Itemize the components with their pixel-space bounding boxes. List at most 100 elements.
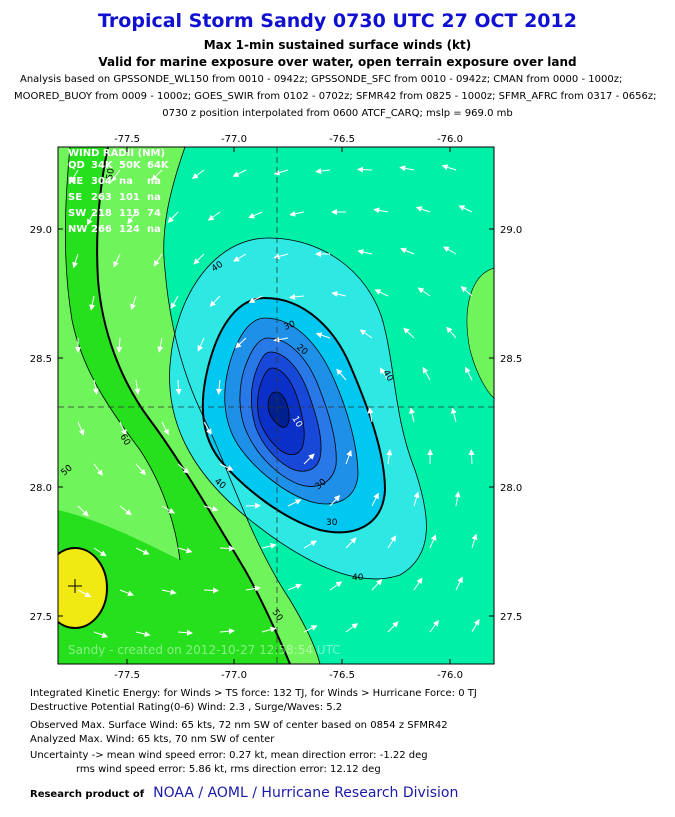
wind-vector-arrow	[443, 246, 457, 255]
wind-vector-arrow	[219, 463, 234, 471]
lat-tick-left: 28.0	[30, 483, 52, 494]
wind-vector-arrow	[161, 505, 175, 514]
credit-label: Research product of	[30, 789, 145, 800]
contour-label: 30	[283, 319, 297, 332]
chart-subtitle: Max 1-min sustained surface winds (kt)	[203, 38, 472, 52]
wind-vector-arrow	[207, 211, 221, 221]
lon-tick-bottom: -76.5	[329, 670, 355, 681]
lat-tick-right: 27.5	[500, 612, 522, 623]
wind-vector-arrow	[303, 453, 315, 465]
wind-vector-arrow	[248, 211, 263, 219]
wind-vector-arrow	[191, 169, 205, 179]
wind-vector-arrow	[167, 211, 179, 223]
wind-vector-arrow	[261, 543, 277, 549]
credit-line: Research product of NOAA / AOML / Hurric…	[30, 782, 458, 801]
wind-vector-arrow	[177, 547, 193, 554]
wind-vector-arrow	[409, 407, 415, 423]
wind-vector-arrow	[93, 547, 107, 557]
wind-vector-arrow	[153, 253, 163, 267]
wind-vector-arrow	[273, 169, 289, 176]
axis-tick-labels: -77.5 -77.0 -76.5 -76.0 -77.5 -77.0 -76.…	[30, 134, 523, 681]
rms-error-text: rms wind speed error: 5.86 kt, rms direc…	[76, 764, 381, 775]
lat-tick-left: 28.5	[30, 354, 52, 365]
lon-tick-bottom: -77.5	[114, 670, 140, 681]
wind-vector-arrow	[446, 326, 457, 339]
wind-vector-arrow	[465, 366, 473, 381]
wind-radii-cell: 266	[91, 224, 112, 235]
wind-radii-cell: na	[147, 176, 161, 187]
wind-vector-arrow	[87, 211, 95, 226]
wind-vector-arrow	[157, 337, 164, 353]
wind-vector-arrow	[413, 491, 420, 507]
wind-vector-arrow	[287, 583, 302, 591]
wind-radii-title: WIND RADII (NM)	[68, 148, 165, 159]
wind-vector-arrow	[331, 291, 347, 297]
wind-radii-cell: 304	[91, 176, 112, 187]
wind-vector-arrow	[468, 449, 475, 465]
wind-vector-arrow	[415, 206, 431, 213]
zone-60kt-west	[58, 147, 290, 664]
wind-vector-arrow	[422, 366, 431, 381]
wind-vector-arrow	[161, 421, 169, 436]
wind-radii-cell: NE	[68, 176, 83, 187]
wind-vector-arrow	[77, 505, 89, 517]
wind-vector-arrow	[135, 547, 150, 555]
wind-vector-arrow	[161, 589, 177, 595]
wind-vector-arrow	[92, 379, 99, 395]
analysis-sources-line-2: MOORED_BUOY from 0009 - 1000z; GOES_SWIR…	[14, 91, 657, 102]
wind-vector-arrow	[130, 295, 137, 311]
wind-vector-arrow	[93, 463, 103, 477]
uncertainty-text: Uncertainty -> mean wind speed error: 0.…	[30, 750, 428, 761]
wind-radii-cell: 218	[91, 208, 112, 219]
wind-vector-arrow	[471, 618, 480, 633]
wind-vector-arrow	[371, 579, 383, 591]
wind-vector-arrow	[232, 169, 247, 177]
wind-radii-header: 50K	[119, 160, 142, 171]
wind-vector-arrow	[93, 631, 109, 638]
lat-tick-right: 28.0	[500, 483, 522, 494]
wind-vector-arrow	[373, 207, 389, 214]
wind-vector-arrow	[175, 379, 182, 395]
wind-vector-arrow	[77, 421, 85, 436]
plot-frame	[57, 146, 495, 665]
wind-vector-arrow	[345, 623, 359, 633]
wind-vector-arrow	[235, 337, 247, 349]
creation-watermark: Sandy - created on 2012-10-27 12:58:54 U…	[68, 643, 341, 657]
wind-vector-arrow	[289, 293, 305, 300]
wind-vector-arrow	[471, 533, 478, 549]
credit-organization-link[interactable]: NOAA / AOML / Hurricane Research Divisio…	[153, 785, 459, 801]
wind-vector-arrow	[245, 585, 261, 592]
wind-radii-cell: 101	[119, 192, 140, 203]
lon-tick-top: -76.5	[329, 134, 355, 145]
wind-vector-arrow	[70, 169, 79, 183]
contour-5kt	[267, 391, 290, 428]
wind-vector-arrow	[197, 337, 205, 352]
zone-50kt-inner	[58, 147, 180, 560]
wind-vector-arrow	[441, 164, 457, 171]
wind-radii-cell: SE	[68, 192, 82, 203]
wind-radii-table: WIND RADII (NM) QD 34K 50K 64K NE 304 na na…	[68, 148, 170, 235]
lon-tick-bottom: -77.0	[221, 670, 247, 681]
contour-label: 30	[326, 518, 338, 528]
wind-vector-arrow	[413, 577, 423, 591]
wind-vector-arrow	[119, 421, 127, 436]
wind-radii-cell: 74	[147, 208, 161, 219]
wind-vector-arrow	[110, 169, 121, 182]
wind-radii-cell: 115	[119, 208, 140, 219]
wind-vector-arrow	[359, 329, 373, 339]
wind-vector-arrow	[248, 295, 263, 303]
wind-vector-arrow	[177, 463, 190, 474]
zone-65kt-max	[58, 547, 108, 629]
isotach-50kt-inner	[64, 147, 181, 561]
wind-vector-arrow	[203, 421, 212, 435]
wind-vector-arrow	[371, 492, 379, 507]
wind-vector-arrow	[367, 407, 374, 423]
wind-contour-field: 40 30 40 20 30 30 40 40 50 50 60 50 10 W…	[58, 147, 494, 664]
wind-vector-arrow	[429, 534, 437, 549]
wind-vector-arrow	[113, 253, 121, 268]
wind-vector-arrow	[289, 210, 305, 217]
wind-vectors	[70, 164, 480, 638]
wind-vector-arrow	[261, 626, 277, 633]
chart-title: Tropical Storm Sandy 0730 UTC 27 OCT 201…	[98, 10, 577, 32]
